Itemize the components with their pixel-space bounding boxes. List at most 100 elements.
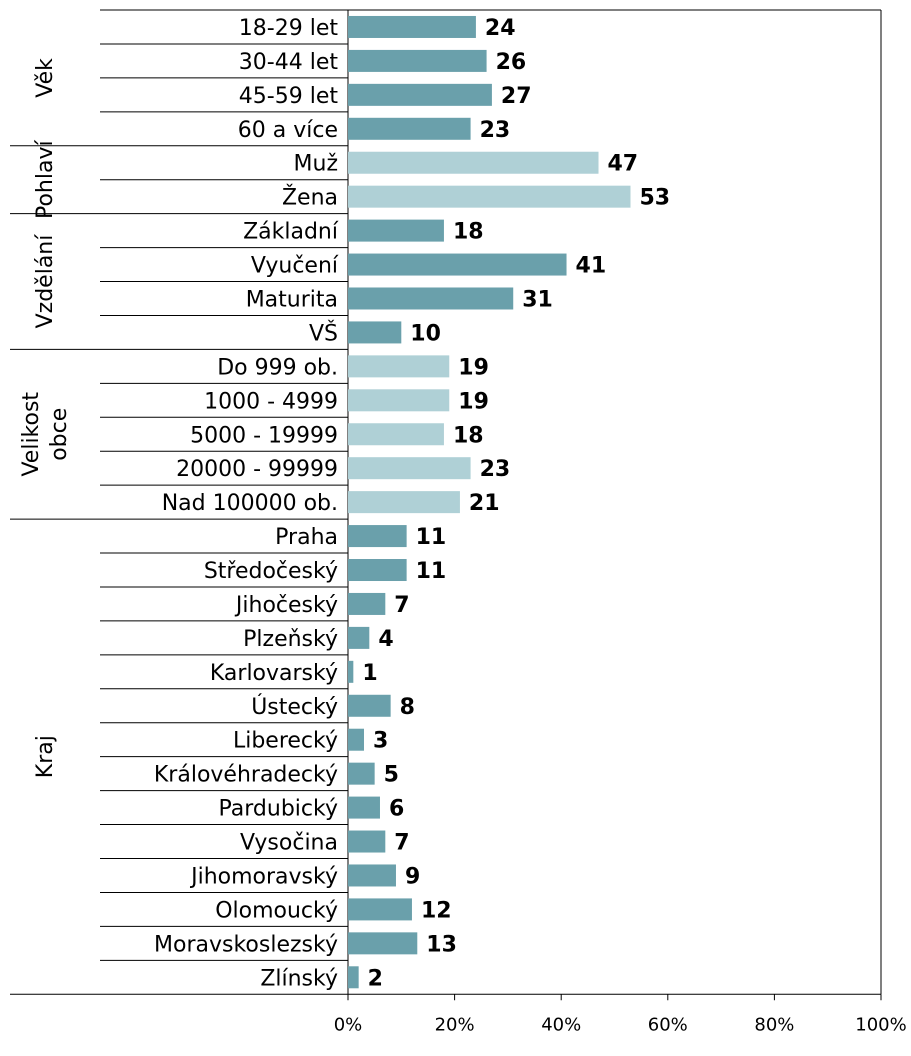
value-label: 6 <box>389 797 404 822</box>
category-label: Zlínský <box>260 966 338 991</box>
bar <box>348 219 444 242</box>
category-label: Jihomoravský <box>189 864 338 889</box>
bar <box>348 592 386 615</box>
bar <box>348 762 375 785</box>
category-label: Liberecký <box>233 729 338 754</box>
value-labels: 2426272347531841311019191823211111741835… <box>362 16 670 991</box>
bar <box>348 830 386 853</box>
x-tick-label: 100% <box>855 1014 906 1035</box>
category-label: Karlovarský <box>210 661 338 686</box>
category-label: Žena <box>282 185 338 211</box>
category-label: 45-59 let <box>239 84 339 109</box>
category-label: 5000 - 19999 <box>190 423 338 448</box>
bar <box>348 253 567 276</box>
category-labels: 18-29 let 30-44 let 45-59 let 60 a více Muž Ž… <box>154 16 339 991</box>
x-tick-label: 60% <box>648 1014 688 1035</box>
category-label: 60 a více <box>238 118 338 143</box>
bar <box>348 525 407 548</box>
value-label: 7 <box>394 593 409 618</box>
bar <box>348 932 418 955</box>
bar <box>348 185 631 208</box>
x-tick-label: 40% <box>541 1014 581 1035</box>
bar <box>348 694 391 717</box>
bar <box>348 287 514 310</box>
value-label: 26 <box>496 50 527 75</box>
category-label: 30-44 let <box>239 50 339 75</box>
category-label: 20000 - 99999 <box>176 457 338 482</box>
value-label: 18 <box>453 423 484 448</box>
value-label: 4 <box>378 627 393 652</box>
bar <box>348 626 370 649</box>
category-label: Královéhradecký <box>154 763 338 788</box>
value-label: 23 <box>480 118 511 143</box>
group-label: Vzdělání <box>33 234 58 329</box>
value-label: 19 <box>458 355 489 380</box>
bar <box>348 898 412 921</box>
value-label: 24 <box>485 16 516 41</box>
value-label: 27 <box>501 84 532 109</box>
bar <box>348 423 444 446</box>
value-label: 19 <box>458 389 489 414</box>
bar <box>348 796 380 819</box>
value-label: 31 <box>522 287 553 312</box>
value-label: 11 <box>416 525 447 550</box>
value-label: 8 <box>400 695 415 720</box>
group-label: Kraj <box>33 735 58 778</box>
category-label: Maturita <box>246 287 338 312</box>
category-label: 1000 - 4999 <box>204 389 338 414</box>
bar <box>348 966 359 989</box>
category-label: Olomoucký <box>215 898 338 923</box>
value-label: 23 <box>480 457 511 482</box>
bar <box>348 457 471 480</box>
x-tick-label: 80% <box>754 1014 794 1035</box>
category-label: Praha <box>275 525 338 550</box>
category-label: Ústecký <box>251 694 338 720</box>
category-label: Pardubický <box>219 797 338 822</box>
x-tick-label: 20% <box>435 1014 475 1035</box>
bar <box>348 491 460 514</box>
bar <box>348 83 492 106</box>
bar <box>348 151 599 174</box>
group-label: Věk <box>33 58 58 98</box>
category-label: Muž <box>294 152 338 177</box>
category-separators <box>10 43 348 995</box>
value-label: 7 <box>394 831 409 856</box>
category-label: Do 999 ob. <box>217 355 338 380</box>
x-tick-label: 0% <box>334 1014 363 1035</box>
category-label: Středočeský <box>204 559 338 584</box>
bar <box>348 559 407 582</box>
bar <box>348 355 450 378</box>
category-label: Jihočeský <box>234 593 338 618</box>
bar <box>348 864 396 887</box>
value-label: 47 <box>608 152 639 177</box>
category-label: Vyučení <box>251 254 339 279</box>
bar <box>348 117 471 140</box>
category-label: Plzeňský <box>243 627 338 652</box>
bars <box>348 15 631 989</box>
value-label: 21 <box>469 491 500 516</box>
category-label: Vysočina <box>240 831 338 856</box>
value-label: 11 <box>416 559 447 584</box>
value-label: 3 <box>373 729 388 754</box>
bar <box>348 728 364 751</box>
value-label: 13 <box>426 932 457 957</box>
group-labels: Věk Pohlaví Vzdělání Velikost obce Kraj <box>19 58 72 778</box>
value-label: 12 <box>421 898 452 923</box>
value-label: 9 <box>405 864 420 889</box>
bar <box>348 321 402 344</box>
value-label: 10 <box>410 321 441 346</box>
value-label: 53 <box>639 186 670 211</box>
category-label: Moravskoslezský <box>154 932 338 957</box>
bar <box>348 389 450 412</box>
value-label: 41 <box>576 254 607 279</box>
bar <box>348 15 476 38</box>
bar <box>348 660 354 683</box>
value-label: 5 <box>384 763 399 788</box>
group-label: Pohlaví <box>33 140 58 219</box>
x-axis-ticks: 0% 20% 40% 60% 80% 100% <box>334 994 907 1035</box>
category-label: VŠ <box>309 320 338 346</box>
value-label: 1 <box>362 661 377 686</box>
value-label: 18 <box>453 220 484 245</box>
value-label: 2 <box>368 966 383 991</box>
